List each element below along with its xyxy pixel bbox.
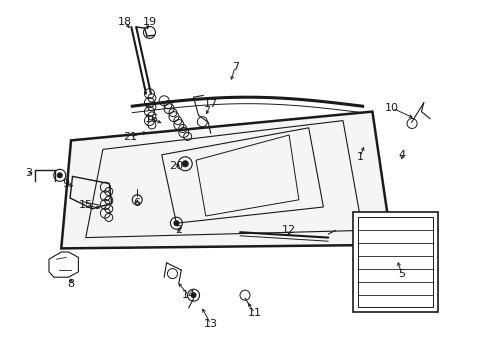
Text: 3: 3 — [25, 168, 32, 178]
Text: 16: 16 — [145, 114, 159, 124]
Circle shape — [182, 161, 188, 167]
Circle shape — [191, 293, 196, 298]
Text: 12: 12 — [282, 225, 296, 235]
Text: 10: 10 — [385, 103, 399, 113]
Text: 7: 7 — [232, 62, 239, 72]
Text: 8: 8 — [68, 279, 74, 289]
Text: 20: 20 — [170, 161, 183, 171]
Text: 1: 1 — [357, 152, 364, 162]
Text: 13: 13 — [204, 319, 218, 329]
Text: 18: 18 — [118, 17, 132, 27]
Text: 2: 2 — [175, 225, 182, 235]
Text: 9: 9 — [63, 179, 70, 189]
Bar — [353, 212, 438, 312]
Text: 19: 19 — [143, 17, 156, 27]
Text: 14: 14 — [182, 290, 196, 300]
Text: 21: 21 — [123, 132, 137, 142]
Polygon shape — [49, 252, 78, 277]
Polygon shape — [61, 112, 392, 248]
Text: 11: 11 — [248, 308, 262, 318]
Circle shape — [174, 221, 179, 226]
Text: 4: 4 — [398, 150, 405, 160]
Text: 6: 6 — [134, 198, 141, 208]
Text: 17: 17 — [204, 99, 218, 109]
Bar — [358, 217, 433, 307]
Circle shape — [57, 173, 62, 178]
Text: 5: 5 — [398, 269, 405, 279]
Text: 15: 15 — [79, 200, 93, 210]
